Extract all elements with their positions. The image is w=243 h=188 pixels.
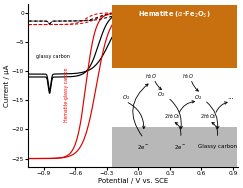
Y-axis label: Current / μA: Current / μA <box>4 64 10 107</box>
Text: Hematite-glassy carbon: Hematite-glassy carbon <box>64 67 69 122</box>
Text: $H_2O$: $H_2O$ <box>182 73 194 81</box>
Text: Hematite ($\alpha$-Fe$_2$O$_3$): Hematite ($\alpha$-Fe$_2$O$_3$) <box>138 10 210 20</box>
FancyBboxPatch shape <box>112 127 237 167</box>
Text: ...: ... <box>227 94 234 100</box>
Text: $O_2$: $O_2$ <box>157 90 165 99</box>
Text: $O_2$: $O_2$ <box>122 93 130 102</box>
Text: 2e$^-$: 2e$^-$ <box>137 143 150 151</box>
Text: $2H_2O_2$: $2H_2O_2$ <box>164 112 180 121</box>
X-axis label: Potential / V vs. SCE: Potential / V vs. SCE <box>98 178 168 184</box>
Text: Glassy carbon: Glassy carbon <box>198 144 237 149</box>
Text: $2H_2O_2$: $2H_2O_2$ <box>200 112 217 121</box>
Text: 2e$^-$: 2e$^-$ <box>174 143 187 151</box>
Text: $H_2O$: $H_2O$ <box>145 73 157 81</box>
Text: $O_2$: $O_2$ <box>194 93 202 102</box>
Text: glassy carbon: glassy carbon <box>36 54 70 59</box>
FancyBboxPatch shape <box>112 5 237 68</box>
